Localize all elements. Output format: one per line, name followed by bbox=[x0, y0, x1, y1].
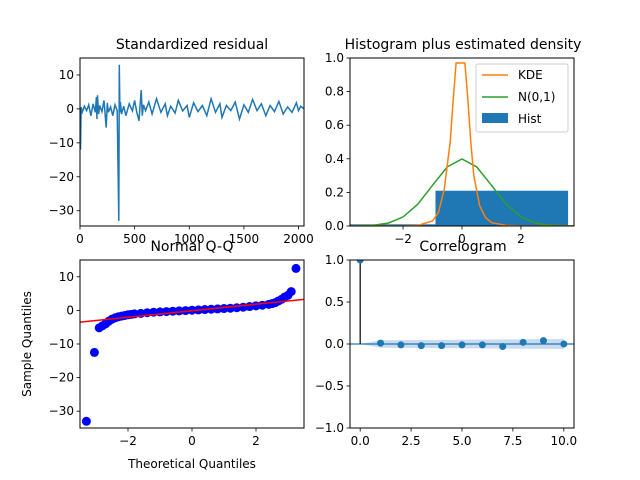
y-tick-label: 0.0 bbox=[325, 337, 344, 351]
x-tick-label: 10.0 bbox=[550, 434, 577, 448]
acf-marker bbox=[478, 341, 486, 349]
x-tick-label: 7.5 bbox=[503, 434, 522, 448]
y-tick-label: 0.5 bbox=[325, 295, 344, 309]
normal-qq-title: Normal Q-Q bbox=[150, 239, 233, 255]
y-tick-label: 10 bbox=[59, 68, 74, 82]
x-tick-label: 5.0 bbox=[452, 434, 471, 448]
qq-point bbox=[174, 306, 184, 316]
residual-series-line bbox=[80, 64, 304, 221]
x-tick-label: 0 bbox=[188, 434, 196, 448]
y-tick-label: −20 bbox=[49, 371, 74, 385]
x-tick-label: 2.5 bbox=[402, 434, 421, 448]
acf-marker bbox=[417, 342, 425, 350]
histogram-bar bbox=[435, 190, 569, 226]
legend-kde-label: KDE bbox=[518, 68, 543, 82]
standardized-residual-frame bbox=[79, 57, 305, 227]
qq-point bbox=[89, 347, 99, 357]
y-tick-label: 0.8 bbox=[325, 85, 344, 99]
x-tick-label: 0.0 bbox=[351, 434, 370, 448]
y-tick-label: −0.5 bbox=[315, 379, 344, 393]
qq-ylabel: Sample Quantiles bbox=[20, 291, 34, 397]
y-tick-label: 0.0 bbox=[325, 219, 344, 233]
qq-point bbox=[213, 304, 223, 314]
acf-marker bbox=[539, 337, 547, 345]
y-tick-label: −30 bbox=[49, 404, 74, 418]
legend-hist-swatch bbox=[482, 113, 508, 123]
acf-marker bbox=[560, 340, 568, 348]
legend-hist-label: Hist bbox=[518, 112, 542, 126]
y-tick-label: 1.0 bbox=[325, 253, 344, 267]
qq-point bbox=[291, 263, 301, 273]
qq-point bbox=[219, 304, 229, 314]
x-tick-label: 500 bbox=[123, 232, 146, 246]
y-tick-label: 0.4 bbox=[325, 152, 344, 166]
acf-marker bbox=[397, 341, 405, 349]
y-tick-label: −10 bbox=[49, 136, 74, 150]
acf-marker bbox=[499, 343, 507, 351]
qq-reference-line bbox=[80, 298, 304, 323]
qq-xlabel: Theoretical Quantiles bbox=[127, 457, 256, 471]
standardized-residual-plot: Standardized residual 0 500 1000 1500 2000 10… bbox=[49, 37, 314, 246]
y-tick-label: −10 bbox=[49, 337, 74, 351]
qq-point bbox=[286, 287, 296, 297]
qq-point bbox=[181, 306, 191, 316]
y-tick-label: −1.0 bbox=[315, 421, 344, 435]
acf-marker bbox=[458, 341, 466, 349]
x-tick-label: 1500 bbox=[229, 232, 260, 246]
y-tick-label: 0.6 bbox=[325, 118, 344, 132]
kde-line bbox=[350, 62, 574, 226]
y-tick-label: −20 bbox=[49, 170, 74, 184]
y-tick-label: 0.2 bbox=[325, 185, 344, 199]
histogram-bar bbox=[350, 224, 436, 226]
x-tick-label: −2 bbox=[119, 434, 137, 448]
x-tick-label: 0 bbox=[458, 232, 466, 246]
x-tick-label: 2 bbox=[252, 434, 260, 448]
histogram-legend: KDE N(0,1) Hist bbox=[475, 63, 569, 133]
y-tick-label: 10 bbox=[59, 270, 74, 284]
y-tick-label: −30 bbox=[49, 204, 74, 218]
y-tick-label: 0 bbox=[66, 303, 74, 317]
acf-marker bbox=[519, 338, 527, 346]
legend-normal-label: N(0,1) bbox=[518, 90, 555, 104]
x-tick-label: −2 bbox=[394, 232, 412, 246]
correlogram-title: Correlogram bbox=[419, 239, 506, 255]
x-tick-label: 1000 bbox=[174, 232, 205, 246]
y-tick-label: 0 bbox=[66, 102, 74, 116]
x-tick-label: 0 bbox=[76, 232, 84, 246]
acf-marker bbox=[377, 339, 385, 347]
x-tick-label: 2 bbox=[517, 232, 525, 246]
x-tick-label: 2000 bbox=[283, 232, 314, 246]
normal-density-line bbox=[350, 158, 574, 226]
histogram-density-title: Histogram plus estimated density bbox=[345, 37, 582, 53]
histogram-density-plot: Histogram plus estimated density −2 0 2 0.0… bbox=[325, 37, 581, 246]
qq-point bbox=[81, 416, 91, 426]
standardized-residual-title: Standardized residual bbox=[116, 37, 268, 53]
acf-marker bbox=[356, 260, 364, 264]
correlogram-plot: Correlogram 0.0 2.5 5.0 7.5 10.0 1.0 0.5 0.0 −0.… bbox=[315, 239, 577, 448]
y-tick-label: 1.0 bbox=[325, 51, 344, 65]
acf-marker bbox=[438, 342, 446, 350]
